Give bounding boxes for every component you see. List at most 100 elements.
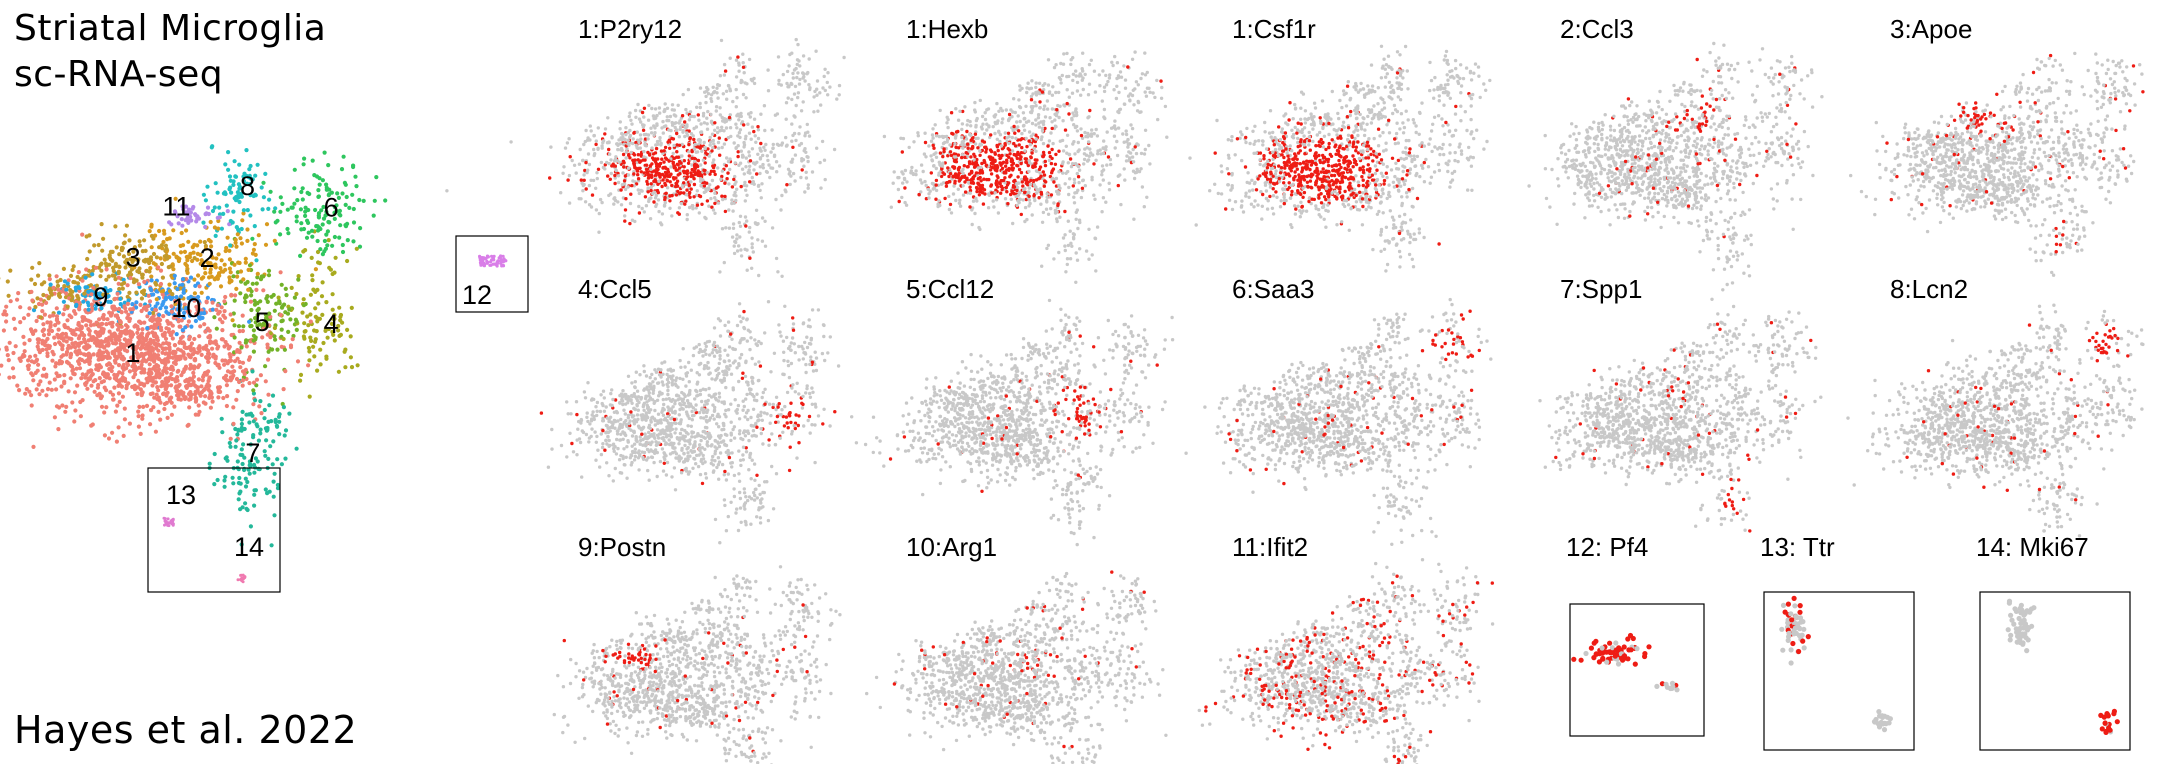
feature-point xyxy=(978,154,981,157)
umap-point xyxy=(238,365,242,369)
umap-point xyxy=(208,462,212,466)
feature-point xyxy=(670,184,673,187)
feature-point xyxy=(445,189,448,192)
feature-point xyxy=(723,120,726,123)
umap-point xyxy=(111,350,115,354)
feature-point xyxy=(1034,158,1037,161)
feature-point xyxy=(975,190,978,193)
feature-point xyxy=(711,179,714,182)
feature-point xyxy=(808,134,811,137)
umap-point xyxy=(22,316,26,320)
feature-point xyxy=(935,179,938,182)
feature-point xyxy=(779,208,782,211)
feature-point xyxy=(902,137,905,140)
feature-point xyxy=(815,94,818,97)
umap-point xyxy=(157,322,161,326)
umap-point xyxy=(141,405,145,409)
umap-point xyxy=(273,309,277,313)
umap-point xyxy=(220,305,224,309)
feature-point xyxy=(706,199,709,202)
umap-point xyxy=(111,266,115,270)
umap-point xyxy=(496,262,499,265)
feature-point xyxy=(657,180,660,183)
feature-point xyxy=(737,118,740,121)
feature-point xyxy=(710,149,713,152)
umap-point xyxy=(257,404,261,408)
feature-point xyxy=(723,142,726,145)
umap-point xyxy=(271,462,275,466)
umap-point xyxy=(138,303,142,307)
feature-point xyxy=(636,173,639,176)
feature-point xyxy=(1141,72,1144,75)
umap-point xyxy=(47,273,51,277)
umap-point xyxy=(88,329,92,333)
feature-point xyxy=(791,146,794,149)
feature-point xyxy=(627,167,630,170)
feature-point xyxy=(996,174,999,177)
umap-point xyxy=(117,307,121,311)
feature-point xyxy=(893,170,896,173)
umap-point xyxy=(250,237,254,241)
feature-point xyxy=(916,131,919,134)
feature-point xyxy=(700,150,703,153)
umap-point xyxy=(123,407,127,411)
feature-point xyxy=(1055,210,1058,213)
feature-point xyxy=(758,189,761,192)
umap-point xyxy=(107,361,111,365)
feature-point xyxy=(644,195,647,198)
feature-point xyxy=(1070,245,1073,248)
umap-point xyxy=(305,236,309,240)
umap-point xyxy=(218,215,222,219)
feature-point xyxy=(1025,91,1028,94)
feature-point xyxy=(949,150,952,153)
umap-point xyxy=(164,296,168,300)
feature-point xyxy=(768,176,771,179)
feature-point xyxy=(691,150,694,153)
umap-point xyxy=(31,378,35,382)
umap-point xyxy=(356,363,360,367)
feature-point xyxy=(727,208,730,211)
umap-point xyxy=(234,445,238,449)
feature-point xyxy=(638,192,641,195)
feature-point xyxy=(668,207,671,210)
umap-point xyxy=(29,371,33,375)
feature-point xyxy=(802,158,805,161)
umap-point xyxy=(150,245,154,249)
feature-point xyxy=(642,150,645,153)
feature-point xyxy=(748,132,751,135)
umap-point xyxy=(148,299,152,303)
feature-point xyxy=(608,153,611,156)
umap-point xyxy=(246,208,250,212)
umap-point xyxy=(201,275,205,279)
feature-point xyxy=(713,192,716,195)
umap-point xyxy=(310,256,314,260)
feature-point xyxy=(693,163,696,166)
umap-point xyxy=(61,336,65,340)
feature-point xyxy=(739,215,742,218)
feature-point xyxy=(596,177,599,180)
feature-point xyxy=(674,176,677,179)
feature-point xyxy=(735,188,738,191)
umap-point xyxy=(41,348,45,352)
feature-point xyxy=(619,120,622,123)
umap-point xyxy=(121,343,125,347)
umap-point xyxy=(103,258,107,262)
umap-point xyxy=(58,295,62,299)
umap-point xyxy=(286,330,290,334)
feature-point xyxy=(1028,130,1031,133)
feature-point xyxy=(591,193,594,196)
umap-point xyxy=(121,287,125,291)
feature-point xyxy=(1049,131,1052,134)
feature-point xyxy=(970,208,973,211)
umap-point xyxy=(4,319,8,323)
umap-point xyxy=(18,305,22,309)
feature-point xyxy=(681,114,684,117)
umap-point xyxy=(222,478,226,482)
feature-point xyxy=(931,133,934,136)
umap-point xyxy=(245,344,249,348)
umap-point xyxy=(338,223,342,227)
feature-point xyxy=(1103,90,1106,93)
feature-point xyxy=(1035,81,1038,84)
feature-point xyxy=(675,132,678,135)
feature-point xyxy=(790,140,793,143)
